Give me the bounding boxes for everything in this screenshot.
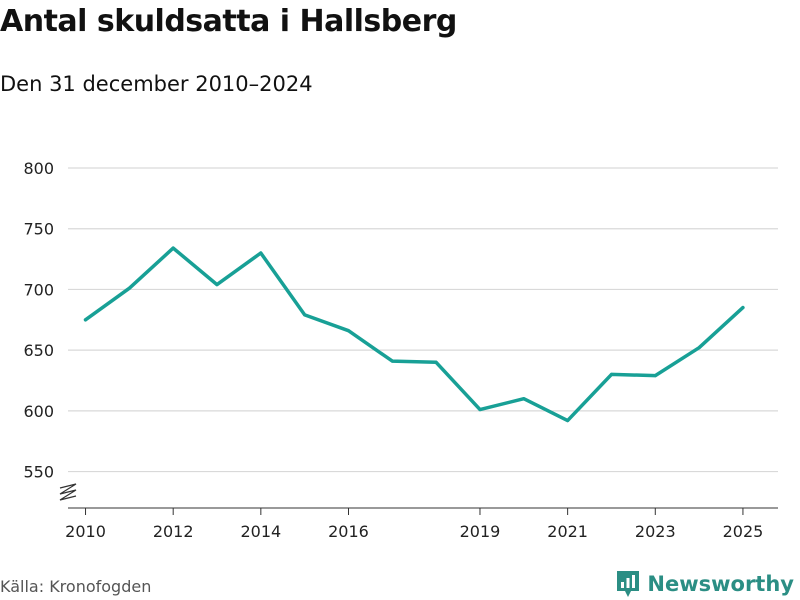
- x-tick-label: 2016: [328, 522, 369, 541]
- brand-name: Newsworthy: [647, 572, 794, 596]
- data-point-2012: [171, 246, 175, 250]
- data-point-2014: [259, 251, 263, 255]
- chart-subtitle: Den 31 december 2010–2024: [0, 72, 313, 96]
- data-point-2025: [741, 306, 745, 310]
- source-note: Källa: Kronofogden: [0, 577, 152, 596]
- y-tick-label: 600: [23, 402, 54, 421]
- y-tick-label: 750: [23, 220, 54, 239]
- data-point-2010: [84, 318, 88, 322]
- y-tick-label: 800: [23, 159, 54, 178]
- chart-title: Antal skuldsatta i Hallsberg: [0, 4, 457, 39]
- x-tick-label: 2014: [240, 522, 281, 541]
- series-line: [83, 246, 745, 423]
- axis-break-icon: [59, 483, 77, 501]
- x-tick-label: 2010: [65, 522, 106, 541]
- x-tick-label: 2025: [723, 522, 764, 541]
- data-point-2022: [609, 372, 613, 376]
- brand[interactable]: Newsworthy: [615, 569, 794, 599]
- y-tick-label: 700: [23, 280, 54, 299]
- data-point-2023: [653, 374, 657, 378]
- data-point-2020: [522, 397, 526, 401]
- y-tick-label: 550: [23, 463, 54, 482]
- line-chart: 550 600 650 700 750 800 2010 2012 2014 2016 2019 2…: [23, 159, 778, 541]
- x-tick-label: 2023: [635, 522, 676, 541]
- data-point-2021: [566, 419, 570, 423]
- data-point-2011: [127, 286, 131, 290]
- y-tick-label: 650: [23, 341, 54, 360]
- x-tick-label: 2012: [153, 522, 194, 541]
- data-point-2018: [434, 360, 438, 364]
- x-tick-label: 2021: [547, 522, 588, 541]
- data-point-2015: [303, 313, 307, 317]
- data-point-2017: [390, 359, 394, 363]
- newsworthy-logo-icon: [617, 571, 640, 597]
- data-point-2013: [215, 283, 219, 287]
- data-point-2024: [697, 346, 701, 350]
- x-tick-label: 2019: [460, 522, 501, 541]
- data-point-2019: [478, 408, 482, 412]
- data-point-2016: [346, 329, 350, 333]
